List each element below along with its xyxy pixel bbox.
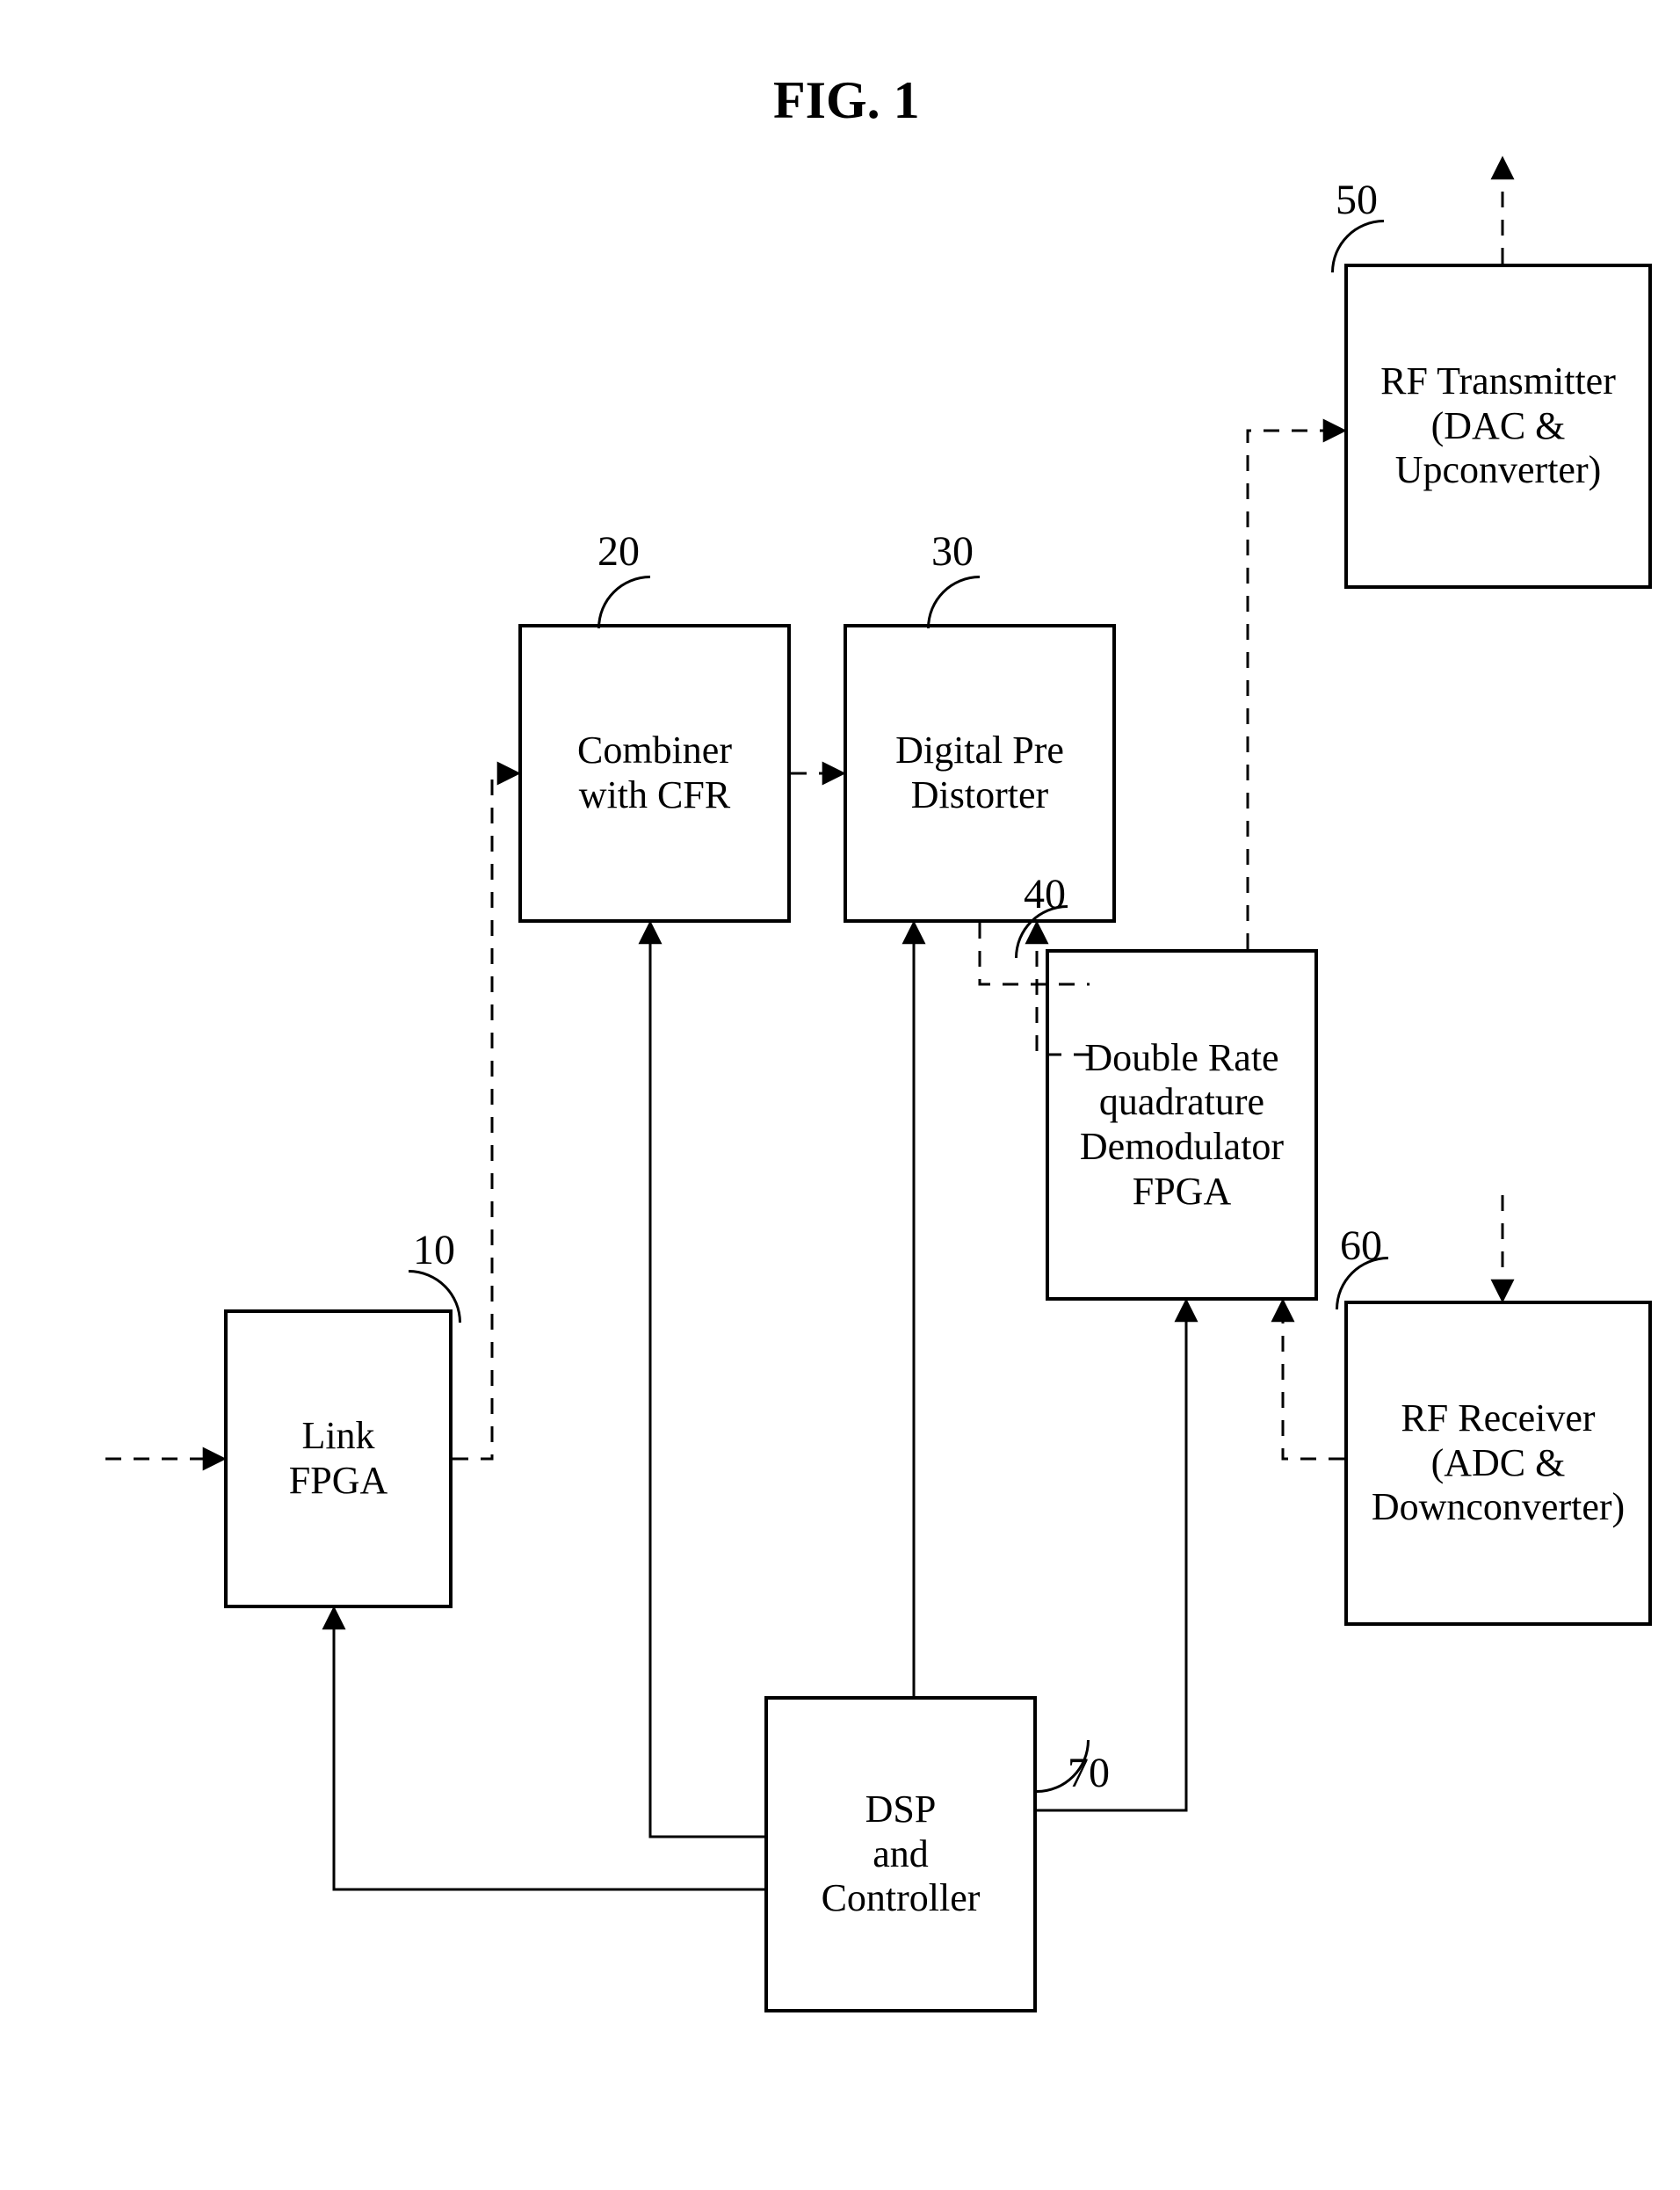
diagram-canvas: FIG. 1 LinkFPGA Combinerwith CFR Digital… <box>0 0 1680 2190</box>
arrow-dsp-to-linkfpga <box>334 1608 764 1889</box>
block-rf-transmitter: RF Transmitter(DAC &Upconverter) <box>1344 264 1652 589</box>
leader-tx <box>1331 220 1384 272</box>
block-predistorter: Digital PreDistorter <box>844 624 1116 923</box>
ref-link-fpga: 10 <box>413 1226 455 1274</box>
arrow-linkfpga-to-comb <box>453 773 518 1459</box>
block-rf-receiver: RF Receiver(ADC &Downconverter) <box>1344 1301 1652 1626</box>
block-rf-transmitter-label: RF Transmitter(DAC &Upconverter) <box>1380 359 1616 493</box>
block-link-fpga: LinkFPGA <box>224 1309 453 1608</box>
ref-rf-transmitter: 50 <box>1336 176 1378 224</box>
arrow-rx-to-demod <box>1283 1301 1344 1459</box>
arrow-demod-to-tx <box>1248 431 1344 949</box>
leader-link-fpga <box>409 1270 461 1323</box>
leader-predist <box>927 576 980 628</box>
block-combiner-label: Combinerwith CFR <box>577 729 732 817</box>
block-rf-receiver-label: RF Receiver(ADC &Downconverter) <box>1372 1396 1625 1530</box>
block-combiner: Combinerwith CFR <box>518 624 791 923</box>
block-demodulator-label: Double RatequadratureDemodulatorFPGA <box>1080 1036 1284 1214</box>
leader-combiner <box>597 576 650 628</box>
arrow-dsp-to-combiner <box>650 923 764 1837</box>
block-predistorter-label: Digital PreDistorter <box>895 729 1064 817</box>
ref-combiner: 20 <box>597 527 640 576</box>
block-dsp-controller: DSPandController <box>764 1696 1037 2012</box>
block-link-fpga-label: LinkFPGA <box>289 1414 388 1503</box>
figure-title: FIG. 1 <box>773 70 920 131</box>
block-dsp-controller-label: DSPandController <box>822 1788 981 1921</box>
arrow-dsp-to-demod <box>1037 1301 1186 1810</box>
block-demodulator: Double RatequadratureDemodulatorFPGA <box>1046 949 1318 1301</box>
ref-predistorter: 30 <box>931 527 974 576</box>
